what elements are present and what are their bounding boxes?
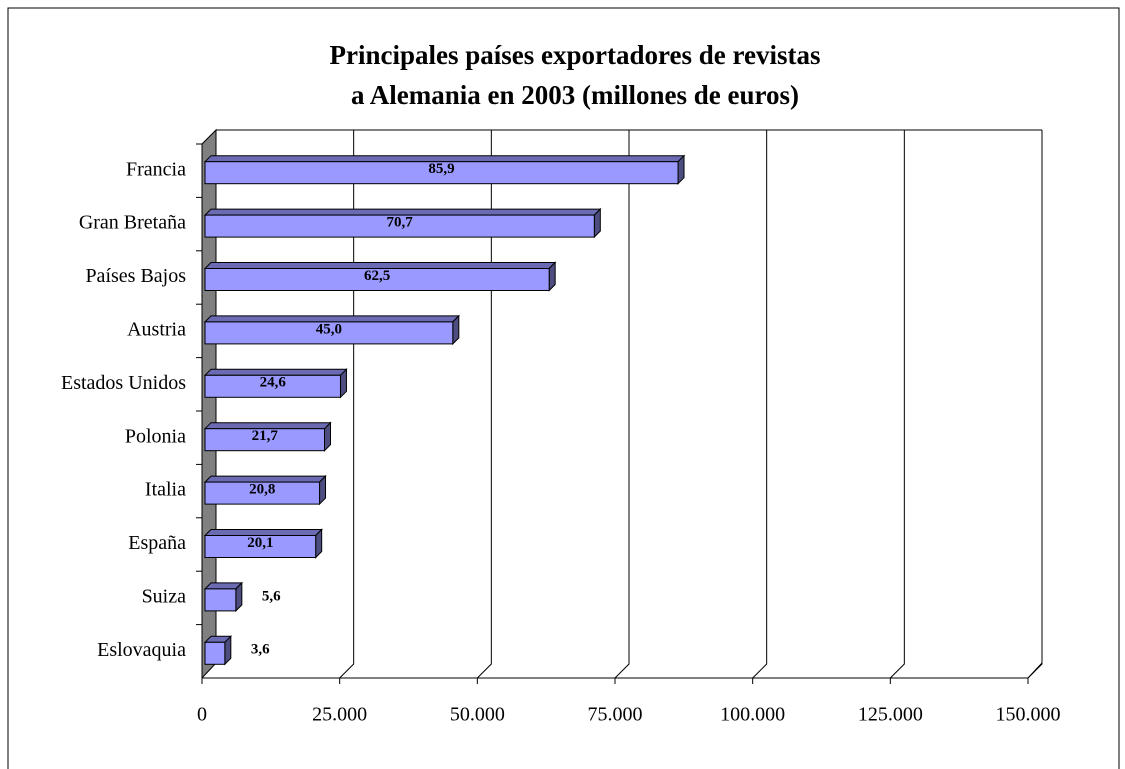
value-label: 21,7	[252, 428, 279, 444]
bar	[204, 268, 550, 291]
bar	[204, 641, 226, 665]
value-label: 20,1	[247, 535, 273, 551]
bar	[204, 321, 454, 345]
y-tick-label: España	[128, 532, 186, 554]
bar	[204, 214, 595, 238]
value-label: 45,0	[316, 321, 342, 337]
chart-title: a Alemania en 2003 (millones de euros)	[351, 80, 799, 110]
value-label: 5,6	[262, 588, 281, 604]
value-label: 24,6	[260, 375, 287, 391]
value-label: 20,8	[249, 482, 275, 498]
x-tick-label: 0	[197, 704, 207, 726]
value-label: 70,7	[387, 215, 414, 231]
x-tick-label: 50.000	[450, 704, 505, 726]
bar	[204, 428, 325, 452]
bar	[204, 535, 317, 558]
x-tick-label: 100.000	[720, 704, 785, 726]
grid-line	[476, 130, 492, 679]
y-tick-label: Estados Unidos	[61, 372, 186, 394]
y-tick-label: Austria	[127, 318, 186, 340]
x-tick-label: 25.000	[312, 704, 367, 726]
y-tick-label: Italia	[145, 479, 186, 501]
y-tick-label: Francia	[126, 158, 186, 180]
y-tick-label: Suiza	[142, 585, 187, 607]
grid-line	[339, 130, 355, 679]
y-tick-label: Países Bajos	[85, 265, 186, 287]
bar	[204, 588, 237, 612]
y-tick-label: Polonia	[125, 425, 186, 447]
value-label: 3,6	[251, 642, 270, 658]
bar	[204, 374, 341, 398]
grid-line	[752, 130, 768, 679]
bar	[204, 161, 679, 185]
grid-line	[889, 130, 905, 679]
value-label: 62,5	[364, 268, 390, 284]
y-tick-label: Eslovaquia	[97, 639, 186, 661]
chart-border	[7, 7, 1120, 769]
x-tick-label: 75.000	[588, 704, 643, 726]
x-tick-label: 150.000	[996, 704, 1061, 726]
chart-title: Principales países exportadores de revis…	[330, 40, 821, 70]
bar	[204, 481, 321, 505]
grid-line	[1027, 130, 1043, 679]
x-tick-label: 125.000	[858, 704, 923, 726]
y-tick-label: Gran Bretaña	[79, 212, 186, 234]
value-label: 85,9	[428, 161, 454, 177]
grid-line	[614, 130, 630, 679]
